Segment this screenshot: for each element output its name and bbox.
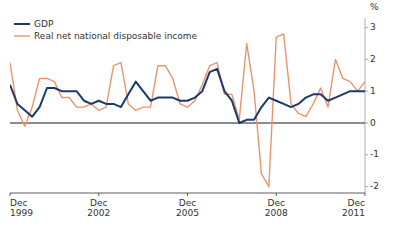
x-tick-label: Dec1999 (10, 198, 33, 218)
x-tick (365, 193, 366, 196)
y-axis-label: % (370, 2, 379, 12)
x-tick-label-line: Dec (348, 198, 365, 208)
y-tick-label: 0 (370, 118, 376, 128)
y-tick-label: 2 (370, 54, 376, 64)
x-tick-label: Dec2011 (342, 198, 365, 218)
y-tick (365, 186, 368, 187)
chart: -2-10123%Dec1999Dec2002Dec2005Dec2008Dec… (0, 0, 397, 227)
series-line (10, 69, 365, 123)
legend-label: GDP (34, 19, 54, 29)
x-tick (276, 193, 277, 196)
x-tick-label-line: Dec (90, 198, 107, 208)
y-tick-label: -2 (370, 181, 379, 191)
y-tick (365, 27, 368, 28)
y-tick (365, 59, 368, 60)
x-tick-label: Dec2008 (265, 198, 288, 218)
x-tick-label-line: Dec (179, 198, 196, 208)
lines (10, 34, 365, 187)
x-tick-label-line: 1999 (10, 208, 33, 218)
y-axis: -2 -1 0 1 2 3 (365, 18, 379, 193)
y-tick-label: -1 (370, 149, 379, 159)
y-tick (365, 91, 368, 92)
x-tick (98, 193, 99, 196)
y-axis-line (365, 18, 366, 193)
y-tick-label: 3 (370, 22, 376, 32)
y-tick (365, 154, 368, 155)
x-tick-label: Dec2002 (87, 198, 110, 218)
y-tick-label: 1 (370, 86, 376, 96)
legend: GDP Real net national disposable income (14, 19, 198, 41)
x-tick (10, 193, 11, 196)
series-line (10, 34, 365, 187)
x-tick-label-line: 2002 (87, 208, 110, 218)
legend-swatch (14, 35, 30, 36)
x-tick-label-line: 2008 (265, 208, 288, 218)
legend-label: Real net national disposable income (34, 31, 198, 41)
x-tick-label-line: 2011 (342, 208, 365, 218)
x-tick (187, 193, 188, 196)
x-tick-label-line: Dec (268, 198, 285, 208)
legend-swatch (14, 23, 30, 25)
x-tick-label-line: Dec (10, 198, 27, 208)
y-tick (365, 123, 368, 124)
x-axis: Dec1999Dec2002Dec2005Dec2008Dec2011 (10, 193, 365, 218)
x-tick-label: Dec2005 (176, 198, 199, 218)
zero-line (10, 123, 365, 124)
x-tick-label-line: 2005 (176, 208, 199, 218)
